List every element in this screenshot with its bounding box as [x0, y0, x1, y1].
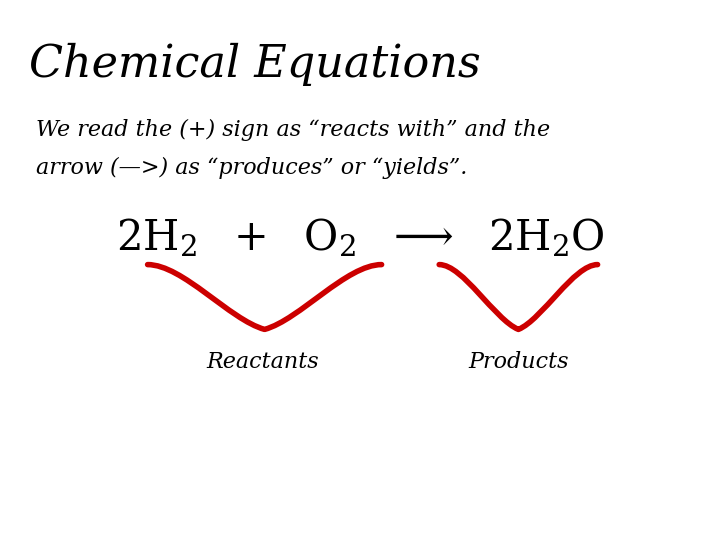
- Text: $\mathregular{2H_2\ \ +\ \ O_2\ \ \longrightarrow\ \ 2H_2O}$: $\mathregular{2H_2\ \ +\ \ O_2\ \ \longr…: [116, 217, 604, 259]
- Text: Reactants: Reactants: [207, 351, 319, 373]
- Text: Chemical Equations: Chemical Equations: [29, 43, 480, 86]
- Text: We read the (+) sign as “reacts with” and the: We read the (+) sign as “reacts with” an…: [36, 119, 550, 141]
- Text: arrow (—>) as “produces” or “yields”.: arrow (—>) as “produces” or “yields”.: [36, 157, 467, 179]
- Text: Products: Products: [468, 351, 569, 373]
